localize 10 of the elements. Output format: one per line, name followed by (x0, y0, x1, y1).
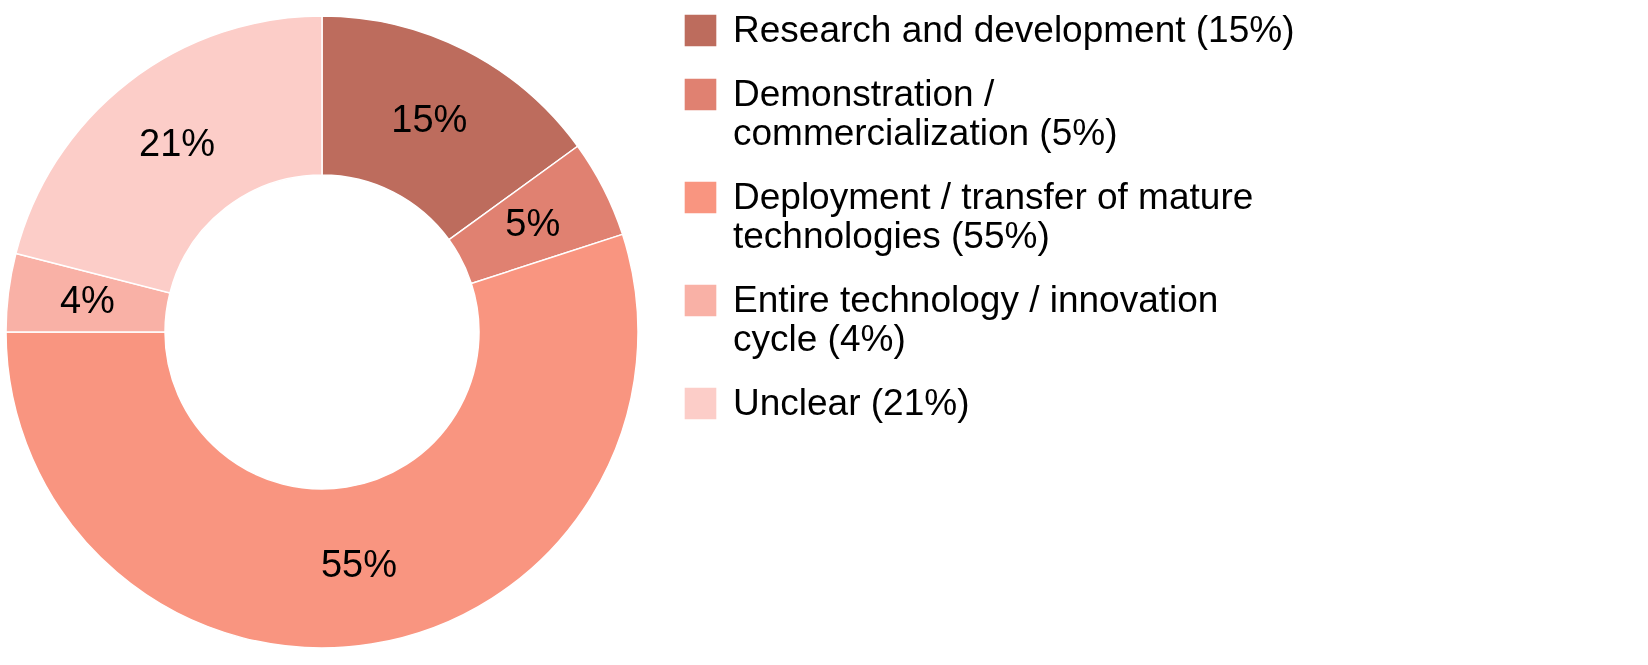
data-label: 5% (505, 201, 561, 244)
legend-label: Entire technology / innovation cycle (4%) (733, 278, 1219, 359)
data-label: 15% (391, 98, 468, 141)
legend-label: Demonstration / commercialization (5%) (733, 72, 1118, 153)
legend-label: Deployment / transfer of mature technologies (55%) (733, 175, 1254, 256)
legend-label: Research and development (15%) (733, 8, 1295, 50)
data-label: 4% (59, 279, 115, 322)
data-label: 55% (320, 542, 398, 585)
legend-label: Unclear (21%) (733, 381, 970, 423)
data-label: 21% (139, 122, 216, 165)
